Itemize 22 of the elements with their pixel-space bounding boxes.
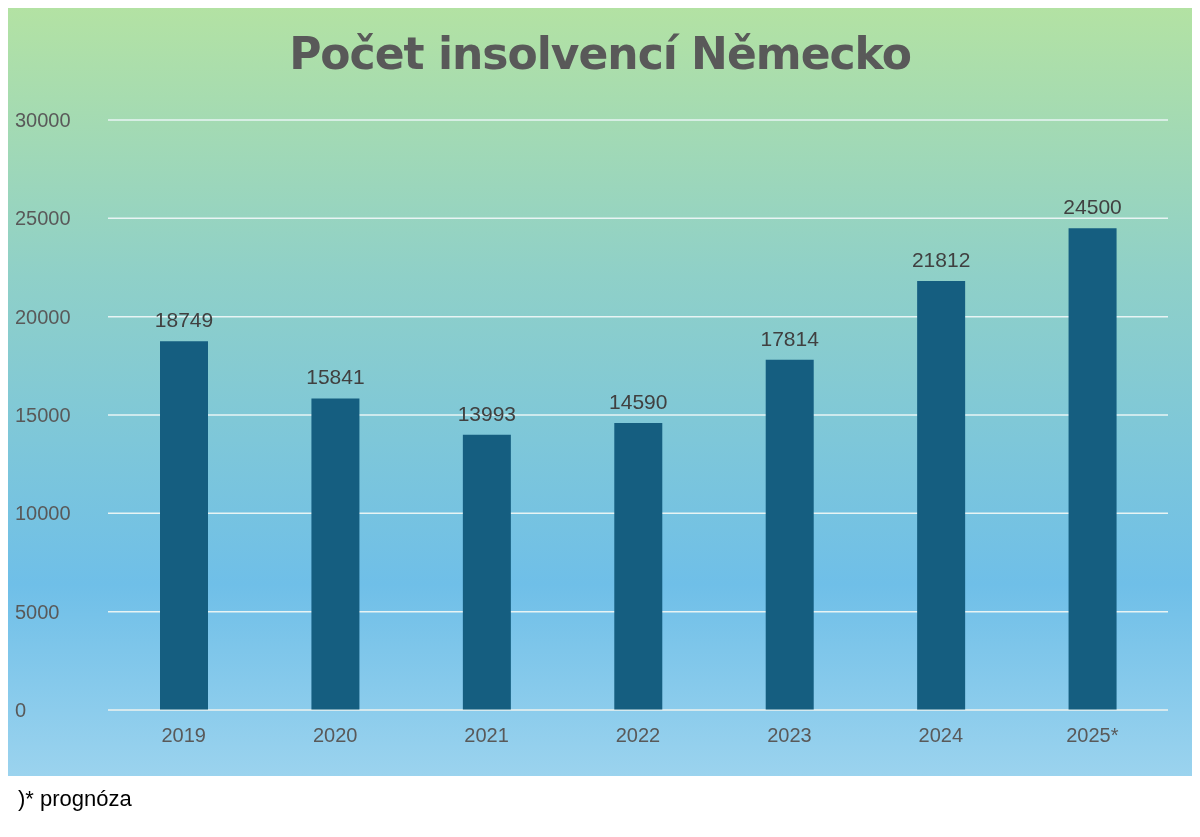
y-tick-label: 5000 xyxy=(15,600,60,623)
y-tick-label: 20000 xyxy=(15,305,71,328)
y-tick-label: 25000 xyxy=(15,207,71,230)
y-tick-label: 10000 xyxy=(15,502,71,525)
data-label: 21812 xyxy=(911,248,971,272)
data-label: 14590 xyxy=(609,390,668,414)
data-label: 17814 xyxy=(760,326,820,350)
y-tick-label: 30000 xyxy=(15,109,71,132)
y-tick-label: 15000 xyxy=(15,404,71,427)
x-tick-label: 2021 xyxy=(464,724,509,747)
data-label: 15841 xyxy=(306,365,365,389)
x-tick-label: 2019 xyxy=(161,724,206,747)
data-label: 24500 xyxy=(1063,195,1122,219)
text: )* prognóza xyxy=(17,785,133,812)
x-tick-label: 2023 xyxy=(767,724,812,747)
data-label: 13993 xyxy=(457,401,517,425)
x-tick-label: 2024 xyxy=(918,724,964,747)
x-tick-label: 2025* xyxy=(1066,724,1119,747)
x-tick-label: 2022 xyxy=(615,724,661,747)
y-tick-label: 0 xyxy=(15,699,27,722)
chart-title: Počet insolvencí Německo xyxy=(288,26,912,81)
x-tick-label: 2020 xyxy=(312,724,358,747)
